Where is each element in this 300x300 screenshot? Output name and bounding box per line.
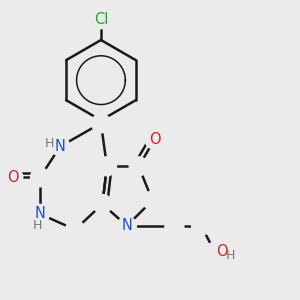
Circle shape xyxy=(51,137,70,156)
Text: N: N xyxy=(55,139,66,154)
Circle shape xyxy=(192,216,211,235)
Text: O: O xyxy=(216,244,228,259)
Text: N: N xyxy=(34,206,46,221)
Text: Cl: Cl xyxy=(94,12,108,27)
Circle shape xyxy=(92,114,110,133)
Circle shape xyxy=(143,191,162,210)
Circle shape xyxy=(165,216,184,235)
Circle shape xyxy=(205,242,224,261)
Circle shape xyxy=(4,168,23,187)
Circle shape xyxy=(66,220,85,239)
Circle shape xyxy=(98,157,116,176)
Text: N: N xyxy=(122,218,132,233)
Text: H: H xyxy=(226,249,236,262)
Text: H: H xyxy=(44,137,54,150)
Text: O: O xyxy=(8,170,19,185)
Circle shape xyxy=(31,168,50,187)
Text: H: H xyxy=(32,219,42,232)
Circle shape xyxy=(92,10,110,29)
Circle shape xyxy=(31,204,50,224)
Circle shape xyxy=(145,130,164,149)
Circle shape xyxy=(129,157,148,176)
Text: O: O xyxy=(148,132,160,147)
Circle shape xyxy=(117,216,136,235)
Circle shape xyxy=(93,195,112,214)
